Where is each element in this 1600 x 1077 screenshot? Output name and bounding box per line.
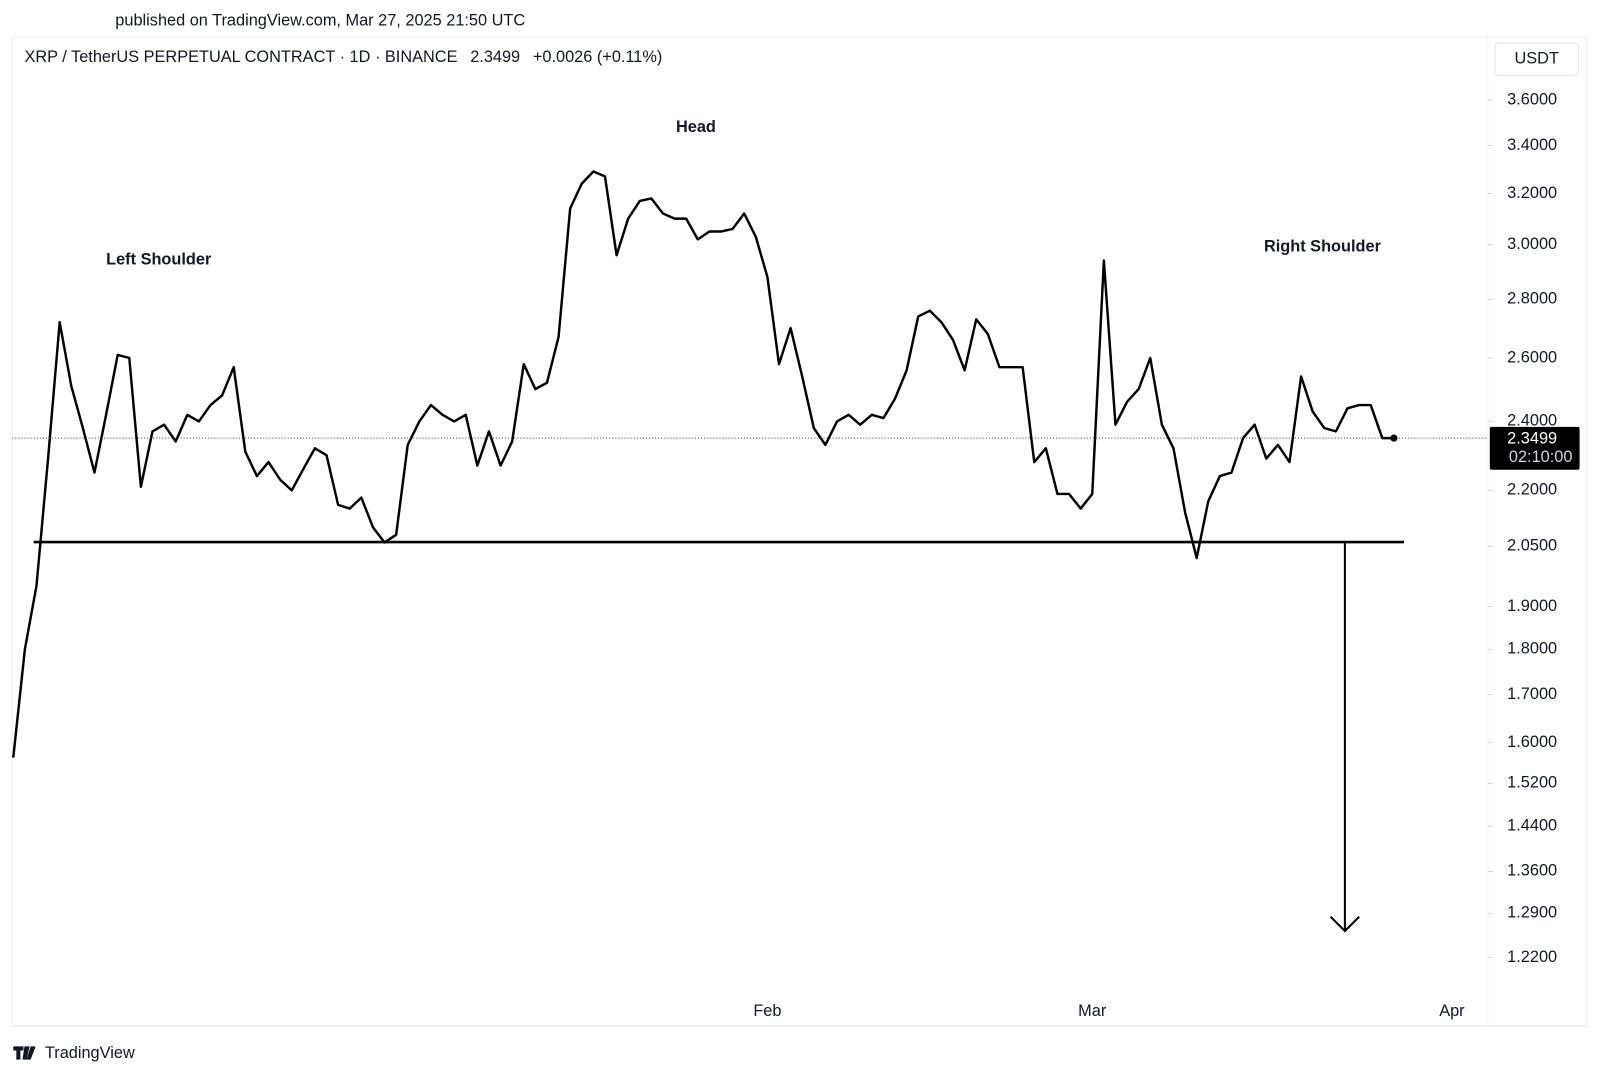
y-tick-label: 2.2000	[1507, 481, 1557, 499]
y-tick-label: 1.9000	[1507, 597, 1557, 615]
logo-mark	[13, 1046, 36, 1060]
price-line	[12, 170, 1394, 758]
last-point	[1390, 434, 1398, 442]
y-tick-label: 1.4400	[1507, 816, 1557, 834]
target-arrow-head	[1329, 916, 1360, 933]
brand-logo: TradingView	[13, 1044, 135, 1062]
y-tick-label: 3.2000	[1507, 184, 1557, 202]
chart-title: XRP / TetherUS PERPETUAL CONTRACT · 1D ·…	[24, 48, 457, 66]
annotation: Left Shoulder	[106, 251, 212, 269]
brand-name: TradingView	[45, 1044, 135, 1062]
annotation: Right Shoulder	[1264, 237, 1382, 255]
x-tick-label: Feb	[753, 1002, 781, 1020]
annotation: Head	[676, 118, 716, 136]
currency-box[interactable]	[1494, 42, 1580, 77]
y-tick-label: 2.4000	[1507, 412, 1557, 430]
y-tick-label: 1.8000	[1507, 640, 1557, 658]
price-tag	[1489, 426, 1580, 470]
symbol-header: XRP / TetherUS PERPETUAL CONTRACT · 1D ·…	[24, 48, 662, 66]
y-tick-label: 3.4000	[1507, 136, 1557, 154]
last-price: 2.3499	[470, 48, 520, 66]
y-tick-label: 2.6000	[1507, 348, 1557, 366]
y-tick-label: 3.0000	[1507, 235, 1557, 253]
y-tick-label: 1.3600	[1507, 862, 1557, 880]
y-tick-label: 2.8000	[1507, 290, 1557, 308]
currency-label[interactable]: USDT	[1515, 50, 1559, 68]
y-tick-label: 1.2900	[1507, 904, 1557, 922]
x-tick-label: Apr	[1439, 1002, 1465, 1020]
x-tick-label: Mar	[1078, 1002, 1107, 1020]
y-tick-label: 3.6000	[1507, 90, 1557, 108]
price-change: +0.0026 (+0.11%)	[533, 48, 662, 66]
y-tick-label: 1.6000	[1507, 733, 1557, 751]
price-tag-countdown: 02:10:00	[1509, 448, 1573, 466]
price-tag-value: 2.3499	[1507, 429, 1557, 447]
y-tick-label: 2.0500	[1507, 537, 1557, 555]
published-note: published on TradingView.com, Mar 27, 20…	[115, 12, 525, 30]
y-tick-label: 1.5200	[1507, 774, 1557, 792]
y-tick-label: 1.2200	[1507, 948, 1557, 966]
y-tick-label: 1.7000	[1507, 685, 1557, 703]
